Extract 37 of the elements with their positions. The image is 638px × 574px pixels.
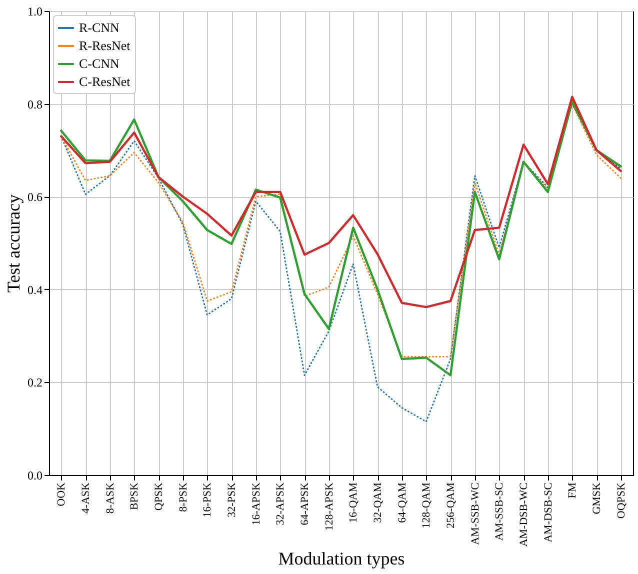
y-tick-label: 0.4 [28, 282, 42, 297]
y-tick-label: 0.2 [28, 376, 42, 390]
y-axis-title: Test accuracy [4, 194, 24, 293]
x-tick-label: OQPSK [615, 482, 628, 519]
x-tick-label: 16-QAM [348, 482, 360, 523]
x-tick-label: GMSK [591, 482, 603, 514]
legend-label: R-ResNet [79, 38, 131, 53]
x-tick-label: 8-PSK [177, 482, 190, 512]
x-tick-label: 128-APSK [323, 482, 336, 531]
x-tick-label: QPSK [153, 482, 165, 511]
x-tick-label: AM-DSB-WC [518, 482, 530, 547]
x-tick-label: 32-QAM [372, 482, 384, 523]
x-tick-label: OOK [56, 482, 68, 506]
x-tick-label: 32-APSK [274, 482, 287, 526]
x-tick-label: 32-PSK [226, 482, 238, 518]
y-tick-label: 0.0 [28, 468, 42, 482]
x-tick-label: AM-DSB-SC [542, 482, 554, 542]
x-tick-label: AM-SSB-WC [469, 482, 482, 545]
x-tick-label: 256-QAM [445, 482, 457, 528]
legend-label: C-ResNet [79, 74, 131, 89]
legend-label: R-CNN [79, 20, 120, 35]
x-tick-label: BPSK [128, 482, 141, 510]
x-tick-label: 128-QAM [420, 482, 433, 528]
x-tick-label: FM [566, 482, 579, 498]
legend-label: C-CNN [79, 56, 120, 71]
x-tick-label: 16-PSK [202, 482, 214, 518]
x-tick-label: 64-QAM [396, 482, 408, 523]
x-tick-label: AM-SSB-SC [494, 482, 506, 541]
x-tick-label: 64-APSK [299, 482, 311, 526]
y-tick-label: 0.8 [28, 97, 42, 112]
y-tick-label: 0.6 [28, 190, 42, 204]
x-tick-label: 4-ASK [80, 482, 92, 514]
x-axis-title: Modulation types [278, 548, 405, 569]
line-series [60, 96, 622, 308]
y-tick-label: 1.0 [28, 4, 42, 18]
x-tick-label: 8-ASK [104, 482, 116, 514]
x-tick-label: 16-APSK [250, 482, 262, 526]
